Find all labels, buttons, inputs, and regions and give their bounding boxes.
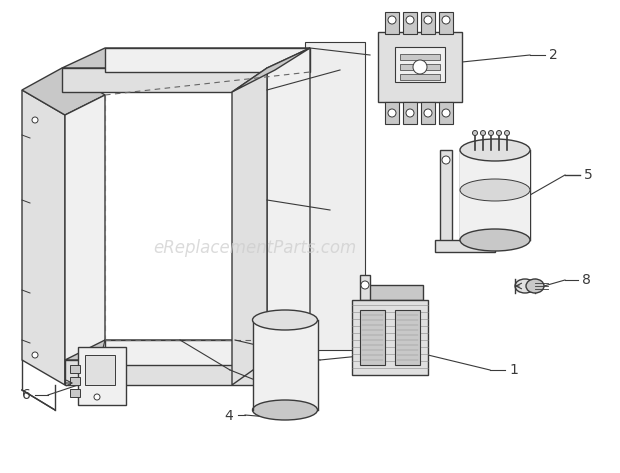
Circle shape — [424, 109, 432, 117]
Bar — [365, 285, 423, 300]
Bar — [435, 240, 495, 252]
Polygon shape — [105, 48, 310, 72]
Bar — [70, 377, 80, 385]
Text: 8: 8 — [582, 273, 591, 287]
Bar — [360, 275, 370, 300]
Polygon shape — [232, 68, 267, 385]
Bar — [70, 365, 80, 373]
Bar — [85, 355, 115, 385]
Bar — [385, 12, 399, 34]
Text: 2: 2 — [549, 48, 558, 62]
Ellipse shape — [460, 179, 530, 201]
Bar — [421, 102, 435, 124]
Circle shape — [32, 352, 38, 358]
Ellipse shape — [252, 310, 317, 330]
Polygon shape — [62, 48, 310, 68]
Circle shape — [480, 131, 485, 135]
Circle shape — [94, 394, 100, 400]
Bar — [421, 12, 435, 34]
Bar — [395, 47, 445, 82]
Circle shape — [424, 16, 432, 24]
Polygon shape — [267, 48, 310, 360]
Text: eReplacementParts.com: eReplacementParts.com — [153, 239, 356, 257]
Bar — [70, 389, 80, 397]
Polygon shape — [22, 90, 65, 385]
Polygon shape — [62, 68, 267, 92]
Bar — [400, 74, 440, 80]
Bar — [253, 320, 318, 410]
Text: 4: 4 — [224, 409, 233, 423]
Bar — [352, 300, 428, 375]
Bar — [439, 12, 453, 34]
Circle shape — [406, 16, 414, 24]
Circle shape — [388, 109, 396, 117]
Circle shape — [32, 117, 38, 123]
Bar — [400, 54, 440, 60]
Polygon shape — [22, 68, 105, 115]
Bar — [378, 32, 462, 102]
Circle shape — [497, 131, 502, 135]
Circle shape — [442, 16, 450, 24]
Circle shape — [406, 109, 414, 117]
Polygon shape — [65, 360, 270, 385]
Polygon shape — [305, 42, 365, 350]
Polygon shape — [232, 48, 310, 92]
Bar — [403, 12, 417, 34]
Bar — [360, 310, 385, 365]
Ellipse shape — [526, 279, 544, 293]
Circle shape — [505, 131, 510, 135]
Circle shape — [489, 131, 494, 135]
Circle shape — [361, 281, 369, 289]
Bar — [400, 64, 440, 70]
Bar — [439, 102, 453, 124]
Text: 1: 1 — [509, 363, 518, 377]
Bar — [460, 150, 530, 240]
Polygon shape — [65, 340, 310, 360]
Polygon shape — [105, 340, 310, 365]
Bar — [385, 102, 399, 124]
Bar — [395, 310, 420, 365]
Bar — [78, 347, 126, 405]
Circle shape — [472, 131, 477, 135]
Text: 5: 5 — [584, 168, 593, 182]
Polygon shape — [65, 95, 105, 385]
Ellipse shape — [460, 229, 530, 251]
Circle shape — [388, 16, 396, 24]
Bar — [515, 279, 535, 293]
Bar — [403, 102, 417, 124]
Bar — [440, 150, 452, 250]
Text: 6: 6 — [22, 388, 31, 402]
Circle shape — [442, 109, 450, 117]
Ellipse shape — [460, 139, 530, 161]
Circle shape — [442, 156, 450, 164]
Ellipse shape — [252, 400, 317, 420]
Circle shape — [413, 60, 427, 74]
Ellipse shape — [515, 279, 535, 293]
